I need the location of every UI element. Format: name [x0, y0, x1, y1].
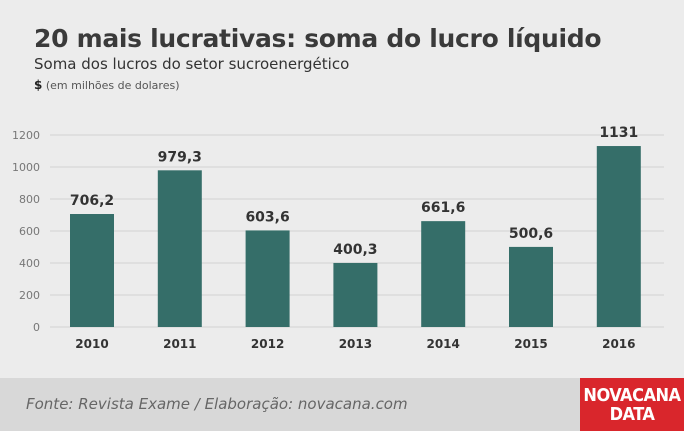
bars	[70, 146, 641, 327]
value-label-2011: 979,3	[158, 149, 202, 165]
chart-title: 20 mais lucrativas: soma do lucro líquid…	[34, 24, 602, 53]
y-tick-label: 0	[33, 321, 40, 334]
bar-2016[interactable]	[596, 146, 641, 327]
logo-line-2: DATA	[609, 403, 655, 425]
value-label-2016: 1131	[599, 125, 638, 141]
y-tick-label: 1000	[12, 161, 40, 174]
x-tick-label-2014: 2014	[426, 337, 459, 351]
value-label-2013: 400,3	[333, 242, 377, 258]
unit-note: $ (em milhões de dolares)	[34, 78, 179, 92]
x-tick-label-2015: 2015	[514, 337, 547, 351]
x-tick-label-2012: 2012	[251, 337, 284, 351]
chart-subtitle: Soma dos lucros do setor sucroenergético	[34, 55, 350, 73]
bar-2012[interactable]	[245, 230, 290, 327]
logo-line-1: NOVACANA	[583, 384, 681, 406]
value-label-2012: 603,6	[245, 209, 289, 225]
y-tick-label: 400	[19, 257, 40, 270]
grid-lines	[50, 134, 664, 328]
x-tick-label-2010: 2010	[75, 337, 108, 351]
y-tick-label: 800	[19, 193, 40, 206]
unit-text: (em milhões de dolares)	[45, 79, 180, 92]
y-tick-label: 600	[19, 225, 40, 238]
footer: Fonte: Revista Exame / Elaboração: novac…	[0, 378, 684, 431]
currency-symbol: $	[34, 78, 43, 92]
bar-2010[interactable]	[70, 214, 114, 327]
x-tick-label-2011: 2011	[163, 337, 196, 351]
value-label-2014: 661,6	[421, 200, 465, 216]
source-text: Fonte: Revista Exame / Elaboração: novac…	[26, 395, 408, 413]
bar-2015[interactable]	[509, 246, 553, 327]
bar-chart: 0 200 400 600 800 1000 1200 706,2 2010 979,3 2011 6…	[12, 125, 664, 351]
x-tick-label-2016: 2016	[602, 337, 635, 351]
y-tick-label: 200	[19, 289, 40, 302]
value-label-2015: 500,6	[509, 226, 553, 242]
bar-2011[interactable]	[157, 170, 202, 327]
value-label-2010: 706,2	[70, 193, 114, 209]
labels: 0 200 400 600 800 1000 1200 706,2 2010 979,3 2011 6…	[12, 125, 638, 351]
novacana-data-logo[interactable]: NOVACANA DATA	[580, 378, 684, 431]
bar-2014[interactable]	[421, 221, 466, 327]
y-tick-label: 1200	[12, 129, 40, 142]
x-tick-label-2013: 2013	[339, 337, 372, 351]
bar-2013[interactable]	[333, 262, 378, 327]
